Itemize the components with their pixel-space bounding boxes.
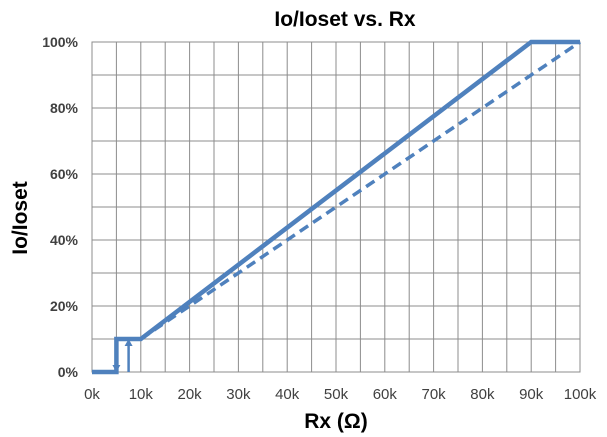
x-tick-label: 20k	[178, 386, 203, 403]
x-tick-label: 80k	[470, 386, 495, 403]
annotation-layer	[112, 339, 133, 372]
y-tick-label: 0%	[58, 364, 79, 380]
x-tick-label: 100k	[564, 386, 597, 403]
grid	[91, 41, 581, 373]
y-tick-label: 80%	[50, 100, 79, 116]
x-tick-label: 30k	[226, 386, 251, 403]
series-line-dashed	[139, 40, 581, 341]
y-tick-label: 60%	[50, 166, 79, 182]
x-tick-label: 10k	[129, 386, 154, 403]
y-tick-label: 100%	[42, 34, 78, 50]
x-tick-label: 90k	[519, 386, 544, 403]
y-axis-label: Io/Ioset	[9, 181, 32, 255]
x-tick-label: 0k	[84, 386, 100, 403]
x-tick-labels: 0k 10k 20k 30k 40k 50k 60k 70k 80k 90k 100k	[84, 386, 597, 403]
y-tick-labels: 0% 20% 40% 60% 80% 100%	[42, 34, 78, 380]
x-axis-label: Rx (Ω)	[304, 410, 368, 433]
x-tick-label: 70k	[422, 386, 447, 403]
arrow-up-icon	[124, 339, 133, 372]
chart-title: Io/Ioset vs. Rx	[274, 8, 416, 31]
arrow-down-icon	[112, 339, 121, 372]
plot-frame	[91, 41, 581, 373]
y-tick-label: 20%	[50, 298, 79, 314]
y-tick-label: 40%	[50, 232, 79, 248]
x-tick-label: 60k	[373, 386, 398, 403]
x-tick-label: 40k	[275, 386, 300, 403]
x-tick-label: 50k	[324, 386, 349, 403]
